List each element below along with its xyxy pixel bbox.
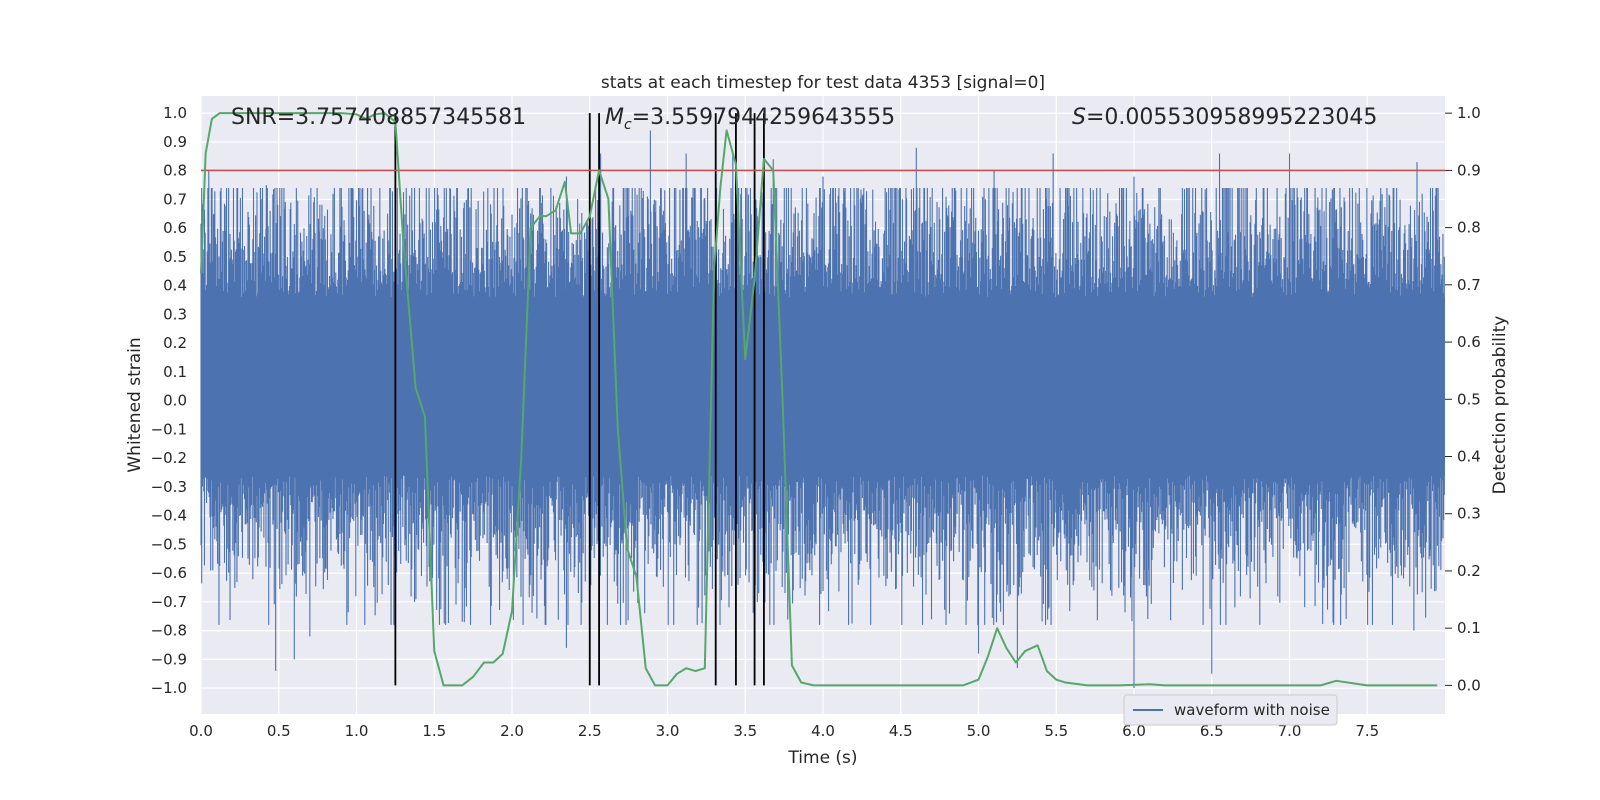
x-tick-label: 0.0 — [189, 722, 213, 740]
y-left-tick-label: 1.0 — [163, 104, 187, 122]
x-tick-label: 0.5 — [267, 722, 291, 740]
x-axis-label: Time (s) — [787, 748, 857, 768]
y-axis-left-label: Whitened strain — [125, 337, 145, 472]
vertical-markers — [394, 113, 765, 686]
y-left-tick-label: 0.4 — [163, 277, 187, 295]
y-right-tick-label: 0.7 — [1457, 276, 1481, 294]
x-tick-label: 1.5 — [422, 722, 446, 740]
y-right-tick-label: 1.0 — [1457, 104, 1481, 122]
legend-box — [1123, 694, 1338, 726]
y-right-tick-label: 0.8 — [1457, 219, 1481, 237]
y-left-tick-label: −0.7 — [151, 593, 187, 611]
x-tick-label: 7.5 — [1355, 722, 1379, 740]
x-tick-label: 1.0 — [345, 722, 369, 740]
x-tick-label: 5.5 — [1044, 722, 1068, 740]
legend: waveform with noise — [1123, 694, 1338, 726]
y-right-tick-label: 0.5 — [1457, 390, 1481, 408]
x-tick-label: 3.5 — [733, 722, 757, 740]
mc-symbol: M — [605, 105, 624, 130]
y-left-tick-label: −1.0 — [151, 679, 187, 697]
y-left-tick-label: −0.8 — [151, 622, 187, 640]
x-tick-label: 2.0 — [500, 722, 524, 740]
y-left-tick-label: −0.9 — [151, 650, 187, 668]
y-left-tick-label: −0.5 — [151, 535, 187, 553]
y-left-tick-label: 0.0 — [163, 392, 187, 410]
y-left-tick-label: −0.2 — [151, 449, 187, 467]
y-axis-right-label: Detection probability — [1490, 316, 1510, 495]
x-tick-label: 3.0 — [656, 722, 680, 740]
waveform-series — [200, 130, 1445, 689]
y-left-tick-label: −0.1 — [151, 420, 187, 438]
s-value: =0.005530958995223045 — [1086, 105, 1377, 130]
y-right-tick-label: 0.9 — [1457, 161, 1481, 179]
y-left-tick-label: 0.8 — [163, 162, 187, 180]
x-tick-label: 6.0 — [1122, 722, 1146, 740]
y-left-tick-label: 0.5 — [163, 248, 187, 266]
y-left-tick-label: 0.9 — [163, 133, 187, 151]
x-tick-label: 7.0 — [1278, 722, 1302, 740]
y-axis-right-ticks: 1.0 0.9 0.8 0.7 0.6 0.5 0.4 0.3 0.2 0.1 0.0 — [1445, 104, 1481, 694]
y-right-tick-label: 0.0 — [1457, 676, 1481, 694]
y-left-tick-label: 0.2 — [163, 334, 187, 352]
s-annotation: S=0.005530958995223045 — [1072, 105, 1377, 130]
x-tick-label: 2.5 — [578, 722, 602, 740]
probability-line — [200, 112, 1438, 687]
y-right-tick-label: 0.6 — [1457, 333, 1481, 351]
x-tick-label: 4.5 — [889, 722, 913, 740]
y-right-tick-label: 0.3 — [1457, 505, 1481, 523]
y-left-tick-label: 0.6 — [163, 219, 187, 237]
y-right-tick-label: 0.4 — [1457, 448, 1481, 466]
y-left-tick-label: 0.7 — [163, 190, 187, 208]
y-left-tick-label: 0.3 — [163, 305, 187, 323]
x-tick-label: 6.5 — [1200, 722, 1224, 740]
y-left-tick-label: −0.3 — [151, 478, 187, 496]
mc-value: =3.5597944259643555 — [632, 105, 895, 130]
y-left-tick-label: −0.6 — [151, 564, 187, 582]
s-symbol: S — [1072, 105, 1086, 130]
mc-annotation: Mc=3.5597944259643555 — [605, 105, 895, 133]
x-tick-label: 5.0 — [967, 722, 991, 740]
y-axis-left-ticks: 1.0 0.9 0.8 0.7 0.6 0.5 0.4 0.3 0.2 0.1 0.0 −0.1 −0.… — [151, 104, 187, 697]
legend-label: waveform with noise — [1174, 701, 1330, 719]
mc-subscript: c — [624, 117, 632, 133]
snr-annotation: SNR=3.757408857345581 — [231, 105, 526, 130]
y-right-tick-label: 0.2 — [1457, 562, 1481, 580]
x-axis-ticks: 0.0 0.5 1.0 1.5 2.0 2.5 3.0 3.5 4.0 4.5 5.0 5.5 6.0 6… — [189, 722, 1379, 740]
y-left-tick-label: 0.1 — [163, 363, 187, 381]
y-left-tick-label: −0.4 — [151, 507, 187, 525]
chart-title: stats at each timestep for test data 435… — [601, 73, 1045, 93]
x-tick-label: 4.0 — [811, 722, 835, 740]
probability-series — [200, 112, 1438, 687]
y-right-tick-label: 0.1 — [1457, 619, 1481, 637]
